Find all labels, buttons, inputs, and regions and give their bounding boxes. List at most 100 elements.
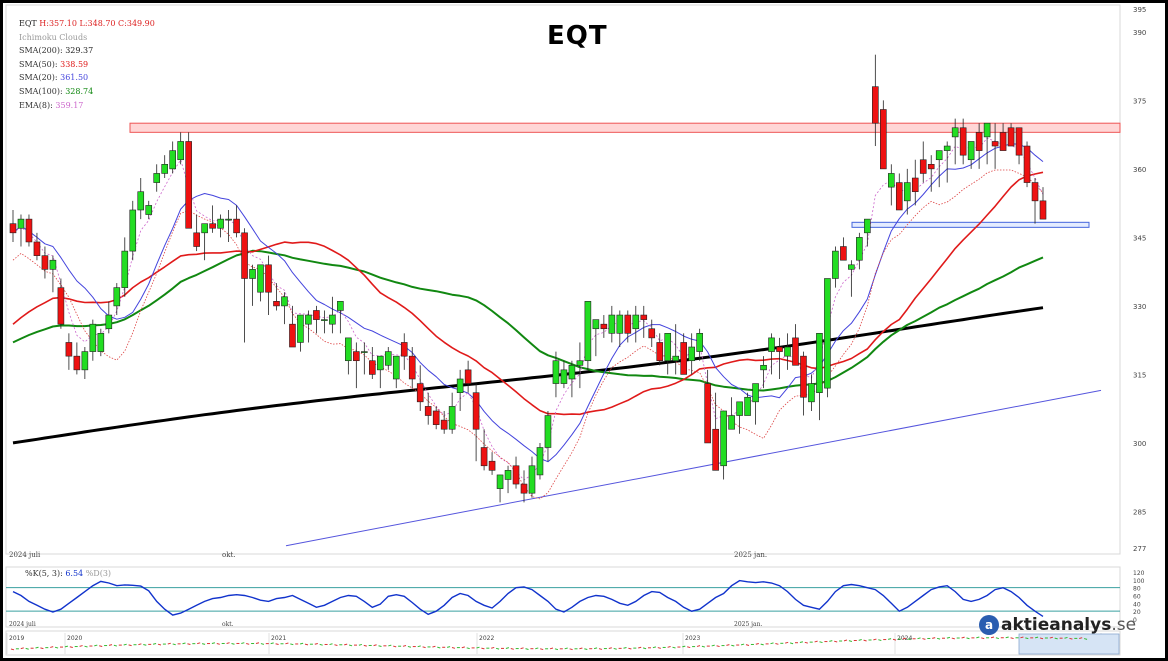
candle: [560, 360, 568, 389]
navigator-tick: [946, 636, 951, 639]
candle-body-down: [991, 141, 999, 147]
candle: [177, 132, 184, 165]
navigator-tick: [35, 646, 39, 649]
logo-tld: .se: [1111, 615, 1137, 635]
candle: [688, 333, 695, 375]
navigator-tick: [491, 646, 495, 649]
candle-body-down: [185, 141, 192, 229]
osc-k-label: %K(5, 3):: [25, 569, 63, 578]
navigator-selection: [1018, 633, 1120, 655]
candle: [384, 347, 392, 370]
candle: [760, 356, 767, 389]
candle-body-down: [680, 342, 687, 375]
candle: [576, 342, 584, 389]
navigator-tick: [1025, 637, 1029, 640]
candle: [185, 132, 192, 229]
candle-body-down: [313, 310, 320, 320]
candle-body-down: [265, 264, 272, 293]
y-tick-label: 375: [1133, 97, 1146, 105]
candle-body-up: [576, 360, 584, 366]
price-chart: 395 390 375 360 345 330 315 300 285 277 2024 juli o…: [5, 4, 1146, 656]
navigator-tick: [99, 645, 103, 647]
candle: [233, 205, 240, 238]
navigator-tick: [873, 638, 877, 641]
navigator-tick: [829, 640, 833, 642]
navigator-tick: [334, 644, 338, 646]
navigator-tick: [907, 638, 911, 641]
y-tick-label: 285: [1133, 508, 1146, 516]
candle-body-up: [664, 333, 672, 362]
navigator-tick: [275, 643, 279, 645]
navigator-tick: [446, 646, 451, 648]
candle-body-down: [25, 218, 33, 243]
navigator-tick: [407, 645, 412, 648]
support-zone: [851, 221, 1090, 228]
navigator-tick: [878, 639, 882, 641]
candle: [808, 374, 815, 411]
candle-body-up: [201, 223, 208, 234]
candle: [1023, 141, 1031, 188]
candle-body-down: [432, 410, 440, 425]
x-tick-label: 2025 jan.: [734, 551, 767, 559]
candle-body-up: [496, 474, 504, 489]
navigator-tick: [642, 647, 647, 650]
navigator-tick: [510, 648, 514, 650]
navigator-tick: [128, 644, 132, 647]
osc-y-tick-label: 120: [1133, 570, 1145, 577]
legend-sma20: SMA(20): 361.50: [19, 71, 155, 85]
navigator-tick: [804, 641, 808, 644]
candle-body-up: [153, 173, 161, 183]
osc-y-tick-label: 20: [1133, 609, 1141, 616]
candle-body-up: [528, 465, 536, 494]
candle-body-down: [927, 164, 935, 170]
candle-body-up: [696, 333, 703, 352]
legend-ticker: EQT: [19, 19, 37, 28]
candle-body-up: [616, 314, 624, 334]
navigator-tick: [348, 644, 353, 647]
ema8-line: [12, 137, 1044, 481]
candle: [448, 392, 456, 434]
candle-body-up: [808, 383, 815, 403]
y-tick-label: 315: [1133, 371, 1146, 379]
legend-ema8-label: EMA(8):: [19, 100, 53, 110]
candle-body-up: [552, 360, 560, 384]
candle-body-up: [145, 205, 153, 215]
navigator-tick: [182, 642, 186, 645]
navigator-tick: [1010, 637, 1014, 640]
candle-body-up: [887, 173, 895, 188]
navigator-tick: [167, 642, 171, 645]
sma200-line: [12, 306, 1044, 445]
candle: [440, 410, 448, 434]
candle: [696, 328, 703, 361]
candle-body-down: [959, 127, 967, 156]
candle-body-up: [448, 406, 456, 430]
candle: [113, 283, 121, 316]
navigator-tick: [314, 643, 318, 645]
navigator-tick: [696, 645, 701, 647]
candle: [57, 278, 65, 329]
candle: [951, 118, 959, 165]
aktieanalys-logo[interactable]: a aktieanalys.se: [979, 615, 1136, 635]
candle-body-down: [520, 483, 528, 494]
candle: [1015, 127, 1023, 165]
navigator-tick: [976, 636, 980, 639]
candle: [432, 406, 440, 430]
navigator-tick: [726, 644, 730, 646]
navigator-tick: [285, 642, 289, 645]
navigator-year-label: 2019: [9, 635, 24, 642]
candle-body-up: [113, 287, 121, 307]
navigator-tick: [799, 641, 804, 644]
navigator-tick: [79, 645, 83, 647]
navigator-tick: [94, 644, 98, 647]
navigator-tick: [917, 637, 921, 640]
navigator-tick: [657, 647, 661, 649]
candle-body-up: [720, 410, 727, 467]
candle: [512, 456, 520, 489]
navigator-tick: [216, 643, 220, 645]
legend-sma50: SMA(50): 338.59: [19, 58, 155, 72]
candle-body-up: [456, 378, 464, 393]
candle-body-up: [784, 346, 791, 357]
y-tick-label: 300: [1133, 440, 1146, 448]
candle: [800, 351, 807, 416]
candle: [552, 351, 560, 398]
